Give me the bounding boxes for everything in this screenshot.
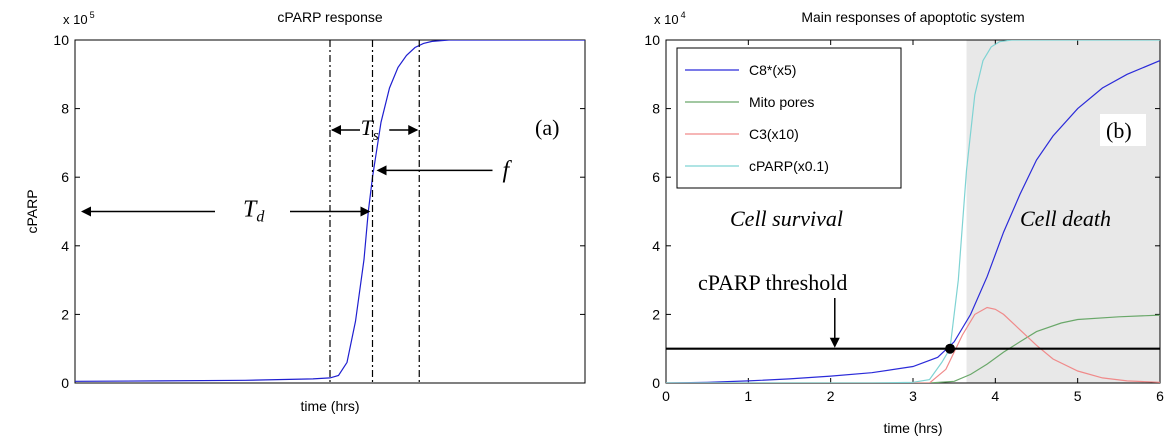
legend-entry-label: cPARP(x0.1): [749, 158, 829, 174]
legend-entry-label: Mito pores: [749, 94, 814, 110]
y-tick-label: 0: [61, 375, 69, 391]
y-tick-label: 2: [652, 306, 660, 322]
threshold-crossing-point: [945, 343, 956, 354]
x-tick-label: 5: [1074, 388, 1082, 404]
legend: C8*(x5) Mito pores C3(x10) cPARP(x0.1): [676, 47, 902, 189]
shaded-region-cell-death: [966, 40, 1160, 383]
y-tick-label: 4: [61, 238, 69, 254]
arrow-head: [376, 165, 387, 176]
arrow-head: [408, 125, 419, 135]
arrow-head: [360, 206, 371, 217]
y-multiplier: x 10 5: [63, 10, 95, 27]
y-tick-label: 10: [53, 32, 69, 48]
series-line-cparp-x0-1-: [666, 40, 1160, 383]
series-line-mito-pores: [666, 314, 1160, 383]
plot-area: [75, 40, 585, 382]
y-tick-label: 6: [652, 169, 660, 185]
panel-label-bg: [1100, 114, 1146, 146]
y-tick-label: 8: [61, 101, 69, 117]
y-axis-label: cPARP: [24, 189, 40, 233]
panel-label: (b): [1106, 118, 1132, 143]
x-tick-label: 6: [1156, 388, 1164, 404]
arrow-head: [829, 337, 840, 348]
y-tick-label: 0: [652, 375, 660, 391]
x-axis-label: time (hrs): [883, 420, 942, 436]
series-line-0: [75, 40, 585, 382]
panel-label: (a): [535, 115, 559, 140]
x-tick-label: 4: [991, 388, 999, 404]
arrow-head: [331, 125, 341, 135]
x-tick-label: 2: [827, 388, 835, 404]
legend-entry-label: C8*(x5): [749, 62, 796, 78]
y-tick-label: 6: [61, 169, 69, 185]
region-label-survival: Cell survival: [730, 206, 843, 231]
y-tick-label: 4: [652, 238, 660, 254]
x-tick-label: 0: [662, 388, 670, 404]
series-line-c8-x5-: [666, 60, 1160, 383]
td-label: Td: [243, 197, 265, 226]
legend-box: [676, 47, 902, 189]
ts-label: Ts: [361, 115, 379, 144]
x-tick-label: 1: [744, 388, 752, 404]
x-tick-label: 3: [909, 388, 917, 404]
y-tick-label: 10: [644, 32, 660, 48]
plot-area: [666, 40, 1160, 383]
arrow-head: [81, 206, 91, 217]
panel-a: cPARP response x 10 5 0 2 4 6 8 10 time (hrs) cPAR…: [24, 9, 586, 414]
legend-entry-label: C3(x10): [749, 126, 799, 142]
series-line-c3-x10-: [666, 306, 1160, 383]
y-tick-label: 8: [652, 101, 660, 117]
f-label: f: [503, 157, 513, 183]
panel-b: Main responses of apoptotic system x 10 4 0…: [644, 9, 1164, 436]
y-multiplier: x 10 4: [654, 10, 686, 27]
threshold-label: cPARP threshold: [698, 270, 847, 295]
chart-title: cPARP response: [277, 9, 383, 25]
y-tick-label: 2: [61, 306, 69, 322]
x-axis-label: time (hrs): [300, 398, 359, 414]
region-label-death: Cell death: [1020, 206, 1111, 231]
chart-title: Main responses of apoptotic system: [801, 9, 1024, 25]
